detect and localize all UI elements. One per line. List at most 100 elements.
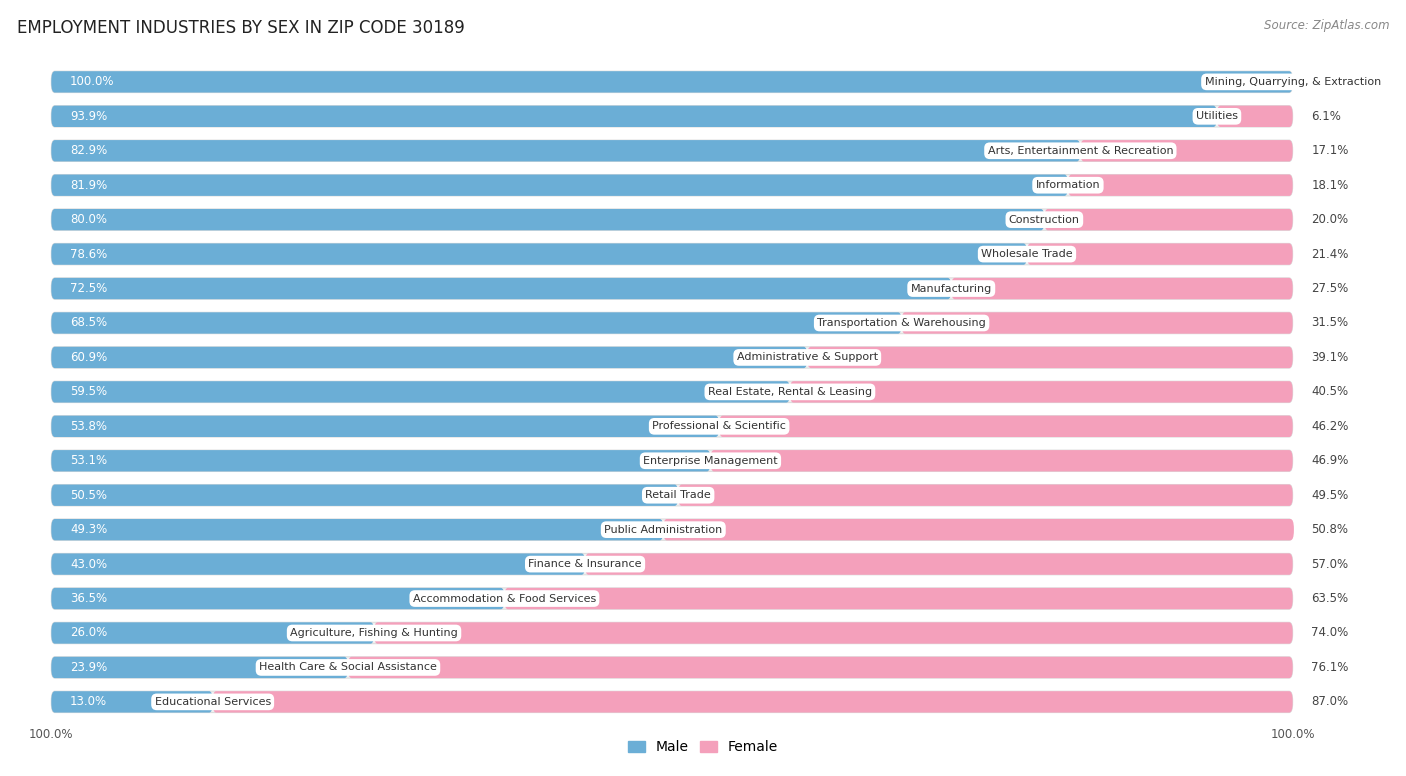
- FancyBboxPatch shape: [51, 278, 952, 300]
- FancyBboxPatch shape: [51, 312, 1292, 334]
- Text: Professional & Scientific: Professional & Scientific: [652, 421, 786, 431]
- Text: 21.4%: 21.4%: [1312, 248, 1348, 261]
- Text: 49.3%: 49.3%: [70, 523, 107, 536]
- Text: 50.8%: 50.8%: [1312, 523, 1348, 536]
- Text: Public Administration: Public Administration: [605, 525, 723, 535]
- Text: 23.9%: 23.9%: [70, 661, 107, 674]
- FancyBboxPatch shape: [718, 416, 1292, 437]
- Text: 100.0%: 100.0%: [1271, 728, 1315, 741]
- FancyBboxPatch shape: [1045, 209, 1292, 230]
- FancyBboxPatch shape: [1026, 244, 1292, 265]
- FancyBboxPatch shape: [51, 691, 212, 712]
- Text: 93.9%: 93.9%: [70, 110, 107, 123]
- FancyBboxPatch shape: [212, 691, 1292, 712]
- FancyBboxPatch shape: [51, 553, 1292, 575]
- FancyBboxPatch shape: [51, 416, 1292, 437]
- Text: 43.0%: 43.0%: [70, 558, 107, 570]
- Text: Utilities: Utilities: [1197, 111, 1237, 121]
- FancyBboxPatch shape: [1218, 106, 1292, 127]
- Text: Health Care & Social Assistance: Health Care & Social Assistance: [259, 663, 437, 673]
- Text: 20.0%: 20.0%: [1312, 213, 1348, 226]
- Text: Administrative & Support: Administrative & Support: [737, 352, 877, 362]
- FancyBboxPatch shape: [51, 312, 901, 334]
- Text: Manufacturing: Manufacturing: [911, 283, 991, 293]
- Text: Mining, Quarrying, & Extraction: Mining, Quarrying, & Extraction: [1205, 77, 1381, 87]
- FancyBboxPatch shape: [1080, 140, 1292, 161]
- Text: 40.5%: 40.5%: [1312, 386, 1348, 398]
- Text: 27.5%: 27.5%: [1312, 282, 1348, 295]
- Text: Finance & Insurance: Finance & Insurance: [529, 559, 641, 569]
- Text: 59.5%: 59.5%: [70, 386, 107, 398]
- FancyBboxPatch shape: [51, 347, 1292, 368]
- Text: 46.9%: 46.9%: [1312, 454, 1348, 467]
- Text: 68.5%: 68.5%: [70, 317, 107, 330]
- FancyBboxPatch shape: [51, 106, 1292, 127]
- Text: 60.9%: 60.9%: [70, 351, 107, 364]
- Text: 100.0%: 100.0%: [30, 728, 73, 741]
- Text: 87.0%: 87.0%: [1312, 695, 1348, 708]
- FancyBboxPatch shape: [51, 622, 374, 643]
- Text: EMPLOYMENT INDUSTRIES BY SEX IN ZIP CODE 30189: EMPLOYMENT INDUSTRIES BY SEX IN ZIP CODE…: [17, 19, 464, 37]
- Text: 36.5%: 36.5%: [70, 592, 107, 605]
- FancyBboxPatch shape: [51, 244, 1026, 265]
- FancyBboxPatch shape: [51, 381, 1292, 403]
- FancyBboxPatch shape: [347, 656, 1292, 678]
- Text: 81.9%: 81.9%: [70, 178, 107, 192]
- Text: Enterprise Management: Enterprise Management: [643, 456, 778, 466]
- Text: Arts, Entertainment & Recreation: Arts, Entertainment & Recreation: [987, 146, 1173, 156]
- FancyBboxPatch shape: [51, 450, 710, 472]
- Text: Construction: Construction: [1010, 215, 1080, 225]
- FancyBboxPatch shape: [51, 140, 1292, 161]
- FancyBboxPatch shape: [51, 106, 1218, 127]
- FancyBboxPatch shape: [51, 519, 664, 540]
- Text: 53.8%: 53.8%: [70, 420, 107, 433]
- Text: Agriculture, Fishing & Hunting: Agriculture, Fishing & Hunting: [290, 628, 458, 638]
- Text: Wholesale Trade: Wholesale Trade: [981, 249, 1073, 259]
- Text: 50.5%: 50.5%: [70, 489, 107, 502]
- FancyBboxPatch shape: [51, 209, 1045, 230]
- Text: Real Estate, Rental & Leasing: Real Estate, Rental & Leasing: [707, 387, 872, 397]
- FancyBboxPatch shape: [710, 450, 1292, 472]
- FancyBboxPatch shape: [51, 244, 1292, 265]
- FancyBboxPatch shape: [51, 484, 1292, 506]
- FancyBboxPatch shape: [51, 175, 1069, 196]
- Text: 46.2%: 46.2%: [1312, 420, 1348, 433]
- Text: Retail Trade: Retail Trade: [645, 490, 711, 501]
- FancyBboxPatch shape: [807, 347, 1292, 368]
- FancyBboxPatch shape: [51, 278, 1292, 300]
- Text: 76.1%: 76.1%: [1312, 661, 1348, 674]
- FancyBboxPatch shape: [51, 71, 1292, 92]
- FancyBboxPatch shape: [51, 519, 1292, 540]
- FancyBboxPatch shape: [51, 209, 1292, 230]
- Text: 82.9%: 82.9%: [70, 144, 107, 158]
- Text: Educational Services: Educational Services: [155, 697, 271, 707]
- Text: 80.0%: 80.0%: [70, 213, 107, 226]
- FancyBboxPatch shape: [505, 588, 1292, 609]
- Legend: Male, Female: Male, Female: [623, 735, 783, 760]
- FancyBboxPatch shape: [664, 519, 1294, 540]
- FancyBboxPatch shape: [51, 553, 585, 575]
- Text: Source: ZipAtlas.com: Source: ZipAtlas.com: [1264, 19, 1389, 33]
- Text: 78.6%: 78.6%: [70, 248, 107, 261]
- Text: 49.5%: 49.5%: [1312, 489, 1348, 502]
- FancyBboxPatch shape: [952, 278, 1292, 300]
- Text: 6.1%: 6.1%: [1312, 110, 1341, 123]
- FancyBboxPatch shape: [585, 553, 1292, 575]
- Text: 63.5%: 63.5%: [1312, 592, 1348, 605]
- FancyBboxPatch shape: [1069, 175, 1292, 196]
- FancyBboxPatch shape: [51, 656, 1292, 678]
- FancyBboxPatch shape: [51, 347, 807, 368]
- FancyBboxPatch shape: [51, 450, 1292, 472]
- Text: 13.0%: 13.0%: [70, 695, 107, 708]
- FancyBboxPatch shape: [51, 656, 347, 678]
- Text: 53.1%: 53.1%: [70, 454, 107, 467]
- Text: 39.1%: 39.1%: [1312, 351, 1348, 364]
- FancyBboxPatch shape: [51, 588, 1292, 609]
- FancyBboxPatch shape: [51, 622, 1292, 643]
- FancyBboxPatch shape: [51, 588, 505, 609]
- Text: 31.5%: 31.5%: [1312, 317, 1348, 330]
- Text: 100.0%: 100.0%: [70, 75, 114, 88]
- FancyBboxPatch shape: [51, 381, 790, 403]
- FancyBboxPatch shape: [374, 622, 1292, 643]
- FancyBboxPatch shape: [51, 691, 1292, 712]
